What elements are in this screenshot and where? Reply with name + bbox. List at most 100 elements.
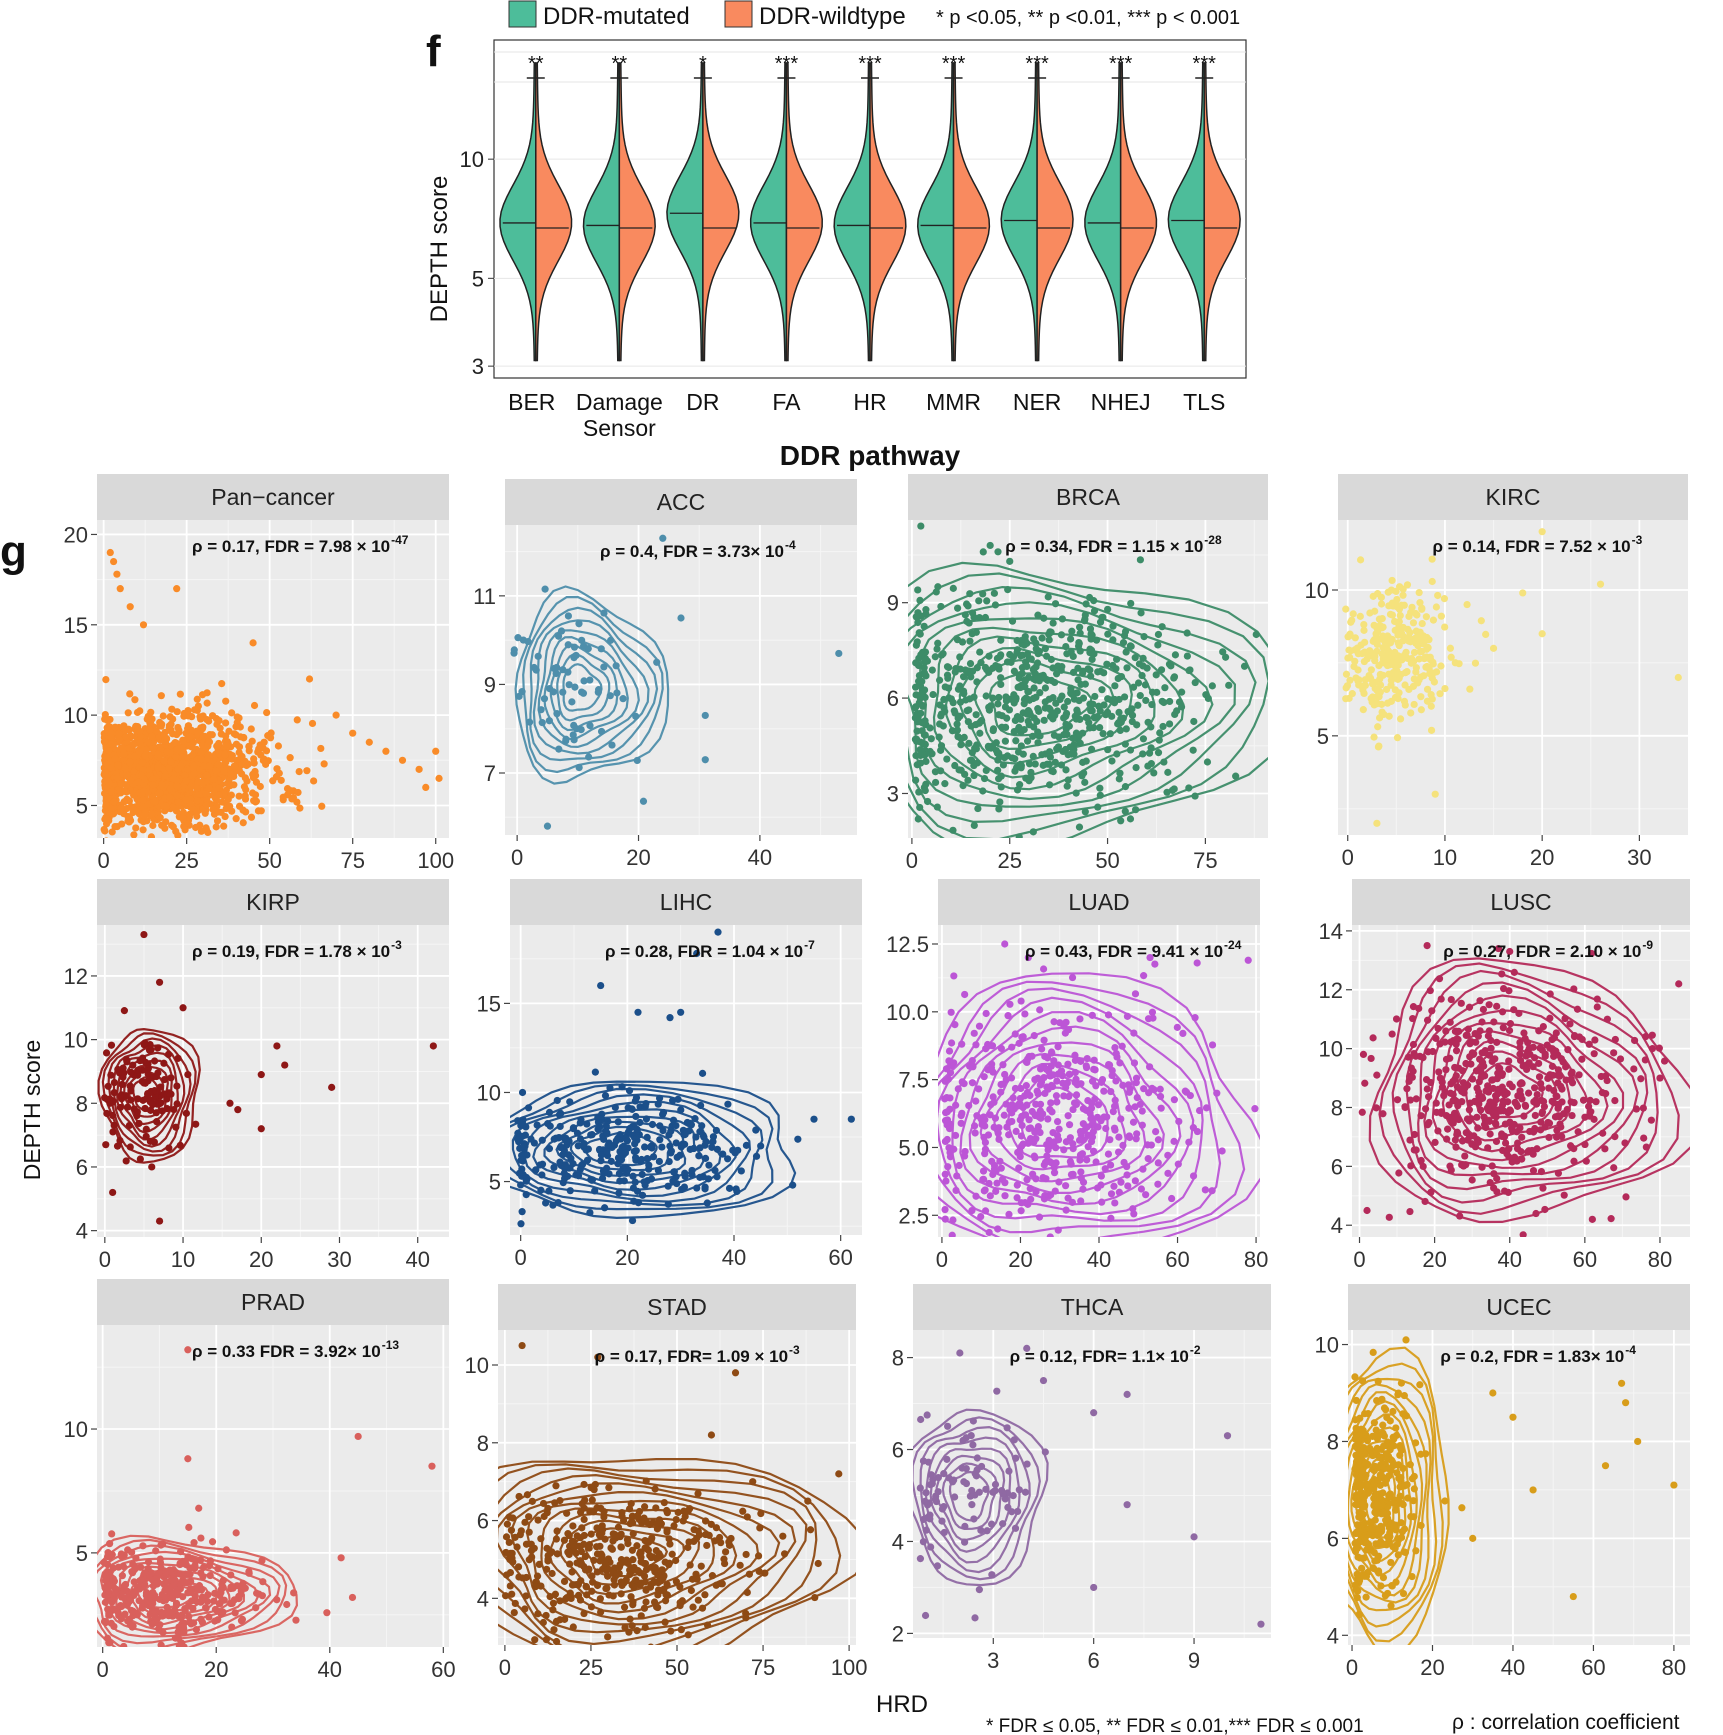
data-point — [185, 1523, 193, 1531]
data-point — [209, 805, 217, 813]
data-point — [187, 783, 195, 791]
data-point — [518, 1132, 526, 1141]
data-point — [274, 742, 283, 750]
density-contour — [1405, 981, 1649, 1191]
data-point — [1017, 997, 1025, 1005]
data-point — [1369, 637, 1377, 645]
data-point — [1041, 1158, 1050, 1166]
data-point — [203, 1597, 212, 1606]
data-point — [1225, 681, 1233, 689]
density-contour — [123, 1064, 169, 1126]
data-point — [1476, 1095, 1485, 1103]
data-point — [943, 663, 952, 671]
data-point — [1452, 1027, 1460, 1035]
data-point — [1075, 823, 1084, 831]
data-point — [1039, 1173, 1047, 1182]
data-point — [541, 585, 549, 593]
data-point — [1191, 678, 1199, 687]
data-point — [1421, 637, 1429, 645]
data-point — [1190, 717, 1198, 726]
xtick-label: 20 — [1008, 1247, 1032, 1272]
data-point — [1392, 587, 1400, 595]
data-point — [190, 761, 198, 770]
density-contour — [1020, 1086, 1096, 1150]
data-point — [203, 699, 211, 707]
data-point — [1447, 995, 1455, 1004]
data-point-outlier — [1193, 959, 1201, 967]
data-point — [1040, 1036, 1048, 1044]
density-contour — [116, 1051, 179, 1141]
data-point — [208, 1538, 217, 1546]
data-point — [197, 827, 206, 835]
violin-half-mutated — [749, 62, 788, 362]
data-point — [1166, 697, 1174, 706]
data-point — [179, 814, 187, 823]
xtick-label: 40 — [722, 1245, 746, 1270]
data-point — [156, 814, 164, 822]
data-point — [198, 741, 207, 749]
data-point — [1431, 1138, 1439, 1147]
data-point — [146, 726, 154, 734]
data-point — [1031, 760, 1039, 768]
data-point — [1112, 1077, 1120, 1085]
data-point — [1161, 684, 1169, 692]
data-point — [1373, 1071, 1381, 1079]
data-point — [953, 720, 961, 728]
xtick-label: 0 — [99, 1247, 111, 1272]
data-point — [1401, 701, 1409, 709]
data-point — [575, 620, 583, 628]
data-point — [1090, 1065, 1098, 1073]
data-point — [1367, 666, 1375, 674]
data-point — [174, 723, 182, 732]
data-point-outlier — [659, 534, 667, 542]
data-point — [974, 804, 982, 813]
data-point — [147, 833, 156, 838]
data-point — [1054, 1136, 1063, 1144]
data-point — [1535, 1059, 1543, 1068]
data-point — [1279, 1072, 1286, 1079]
data-point — [1409, 619, 1418, 627]
data-point — [169, 823, 177, 831]
data-point — [737, 1167, 745, 1175]
data-point — [1029, 694, 1038, 703]
data-point — [1110, 1102, 1119, 1110]
data-point — [292, 1616, 300, 1624]
data-point — [1432, 603, 1440, 611]
data-point — [1457, 999, 1465, 1007]
data-point — [214, 760, 222, 769]
data-point — [1170, 673, 1179, 681]
data-point — [208, 712, 217, 720]
data-point-outlier — [428, 1462, 436, 1470]
legend-label-mutated: DDR-mutated — [543, 3, 690, 30]
data-point — [1082, 1063, 1091, 1072]
data-point — [296, 804, 304, 812]
data-point — [1437, 612, 1445, 620]
density-contour — [938, 972, 1260, 1237]
data-point — [1378, 614, 1386, 623]
data-point — [161, 772, 169, 780]
data-point — [259, 756, 267, 765]
data-point-outlier — [226, 1099, 234, 1107]
data-point — [117, 1602, 126, 1611]
data-point — [247, 725, 255, 733]
data-point — [1459, 1079, 1468, 1087]
data-point — [546, 1122, 554, 1130]
data-point — [1360, 620, 1368, 629]
data-point — [149, 821, 157, 830]
data-point — [1610, 1049, 1618, 1057]
correlation-annotation-exponent: -13 — [382, 1338, 400, 1352]
facet-strip — [1338, 474, 1688, 520]
data-point — [1388, 576, 1396, 585]
ytick-label: 8 — [1331, 1095, 1343, 1120]
data-point — [1520, 1029, 1528, 1037]
data-point — [1036, 1100, 1045, 1108]
data-point — [1068, 973, 1077, 982]
data-point — [180, 712, 188, 720]
data-point — [1087, 1137, 1096, 1146]
data-point — [1011, 716, 1019, 725]
data-point — [1039, 761, 1047, 769]
facet-title: KIRP — [246, 889, 300, 915]
ytick-label: 20 — [64, 522, 88, 547]
data-point — [1222, 653, 1230, 661]
ytick-label: 14 — [1319, 919, 1343, 944]
